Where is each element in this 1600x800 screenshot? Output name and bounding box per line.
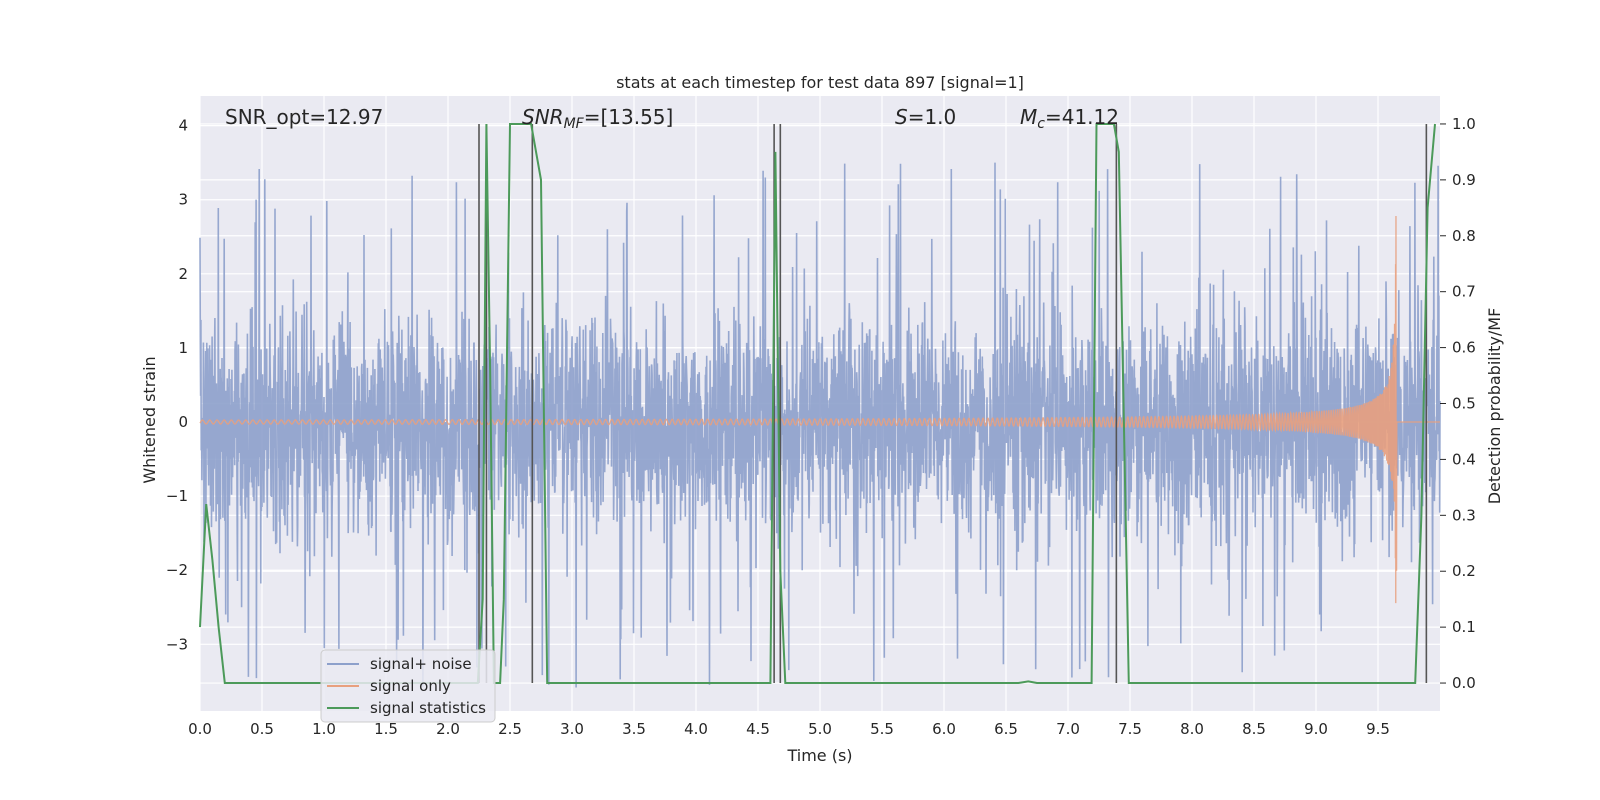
snr-mf-subscript: MF <box>564 116 585 132</box>
snr-mf-annotation: SNRMF=[13.55] <box>522 105 673 132</box>
x-tick-label: 3.0 <box>560 720 584 738</box>
y-tick-label: 4 <box>178 117 188 135</box>
signal-trace <box>199 215 1440 604</box>
y-right-tick-label: 0.7 <box>1452 283 1476 301</box>
x-tick-label: 8.0 <box>1180 720 1204 738</box>
legend-box <box>320 649 496 723</box>
x-tick-label: 2.0 <box>436 720 460 738</box>
s-symbol: S <box>895 105 908 129</box>
y-right-tick-label: 0.5 <box>1452 395 1476 413</box>
y-axis-right-ticks: 0.0 0.1 0.2 0.3 0.4 0.5 0.6 0.7 0.8 0.9 1.0 <box>1440 115 1476 692</box>
x-axis-label: Time (s) <box>786 746 852 765</box>
legend-label-signal: signal only <box>370 677 451 695</box>
y-right-tick-label: 1.0 <box>1452 115 1476 133</box>
y-axis-right-label: Detection probability/MF <box>1485 308 1504 505</box>
snr-mf-value: =[13.55] <box>584 105 674 129</box>
x-tick-label: 4.5 <box>746 720 770 738</box>
y-right-tick-label: 0.1 <box>1452 618 1476 636</box>
y-tick-label: −2 <box>166 561 188 579</box>
chart-title: stats at each timestep for test data 897… <box>616 73 1024 92</box>
x-axis-ticks: 0.0 0.5 1.0 1.5 2.0 2.5 3.0 3.5 4.0 4.5 5.0 5.5 6.0 6… <box>188 720 1390 738</box>
legend-label-statistics: signal statistics <box>370 699 486 717</box>
x-tick-label: 0.0 <box>188 720 212 738</box>
s-annotation: S=1.0 <box>895 105 956 129</box>
y-right-tick-label: 0.8 <box>1452 227 1476 245</box>
snr-opt-annotation: SNR_opt=12.97 <box>225 105 383 129</box>
x-tick-label: 5.5 <box>870 720 894 738</box>
legend-label-noise: signal+ noise <box>370 655 472 673</box>
noise-trace <box>199 162 1441 688</box>
snr-mf-symbol: SNR <box>522 105 564 129</box>
x-tick-label: 4.0 <box>684 720 708 738</box>
y-right-tick-label: 0.9 <box>1452 171 1476 189</box>
x-tick-label: 9.0 <box>1304 720 1328 738</box>
x-tick-label: 9.5 <box>1366 720 1390 738</box>
y-tick-label: −1 <box>166 487 188 505</box>
x-tick-label: 8.5 <box>1242 720 1266 738</box>
signal-noise-series <box>199 162 1441 688</box>
mc-value: =41.12 <box>1045 105 1119 129</box>
x-tick-label: 7.0 <box>1056 720 1080 738</box>
y-right-tick-label: 0.4 <box>1452 450 1476 468</box>
x-tick-label: 1.5 <box>374 720 398 738</box>
y-right-tick-label: 0.2 <box>1452 562 1476 580</box>
x-tick-label: 1.0 <box>312 720 336 738</box>
y-axis-ticks: −3 −2 −1 0 1 2 3 4 <box>166 117 188 654</box>
x-tick-label: 0.5 <box>250 720 274 738</box>
mc-symbol: M <box>1020 105 1037 129</box>
y-right-tick-label: 0.6 <box>1452 339 1476 357</box>
y-axis-label: Whitened strain <box>140 356 159 483</box>
y-tick-label: 2 <box>178 265 188 283</box>
s-value: =1.0 <box>908 105 957 129</box>
y-tick-label: 0 <box>178 413 188 431</box>
x-tick-label: 6.0 <box>932 720 956 738</box>
signal-only-series <box>199 215 1440 604</box>
y-tick-label: 3 <box>178 191 188 209</box>
x-tick-label: 6.5 <box>994 720 1018 738</box>
x-tick-label: 5.0 <box>808 720 832 738</box>
legend: signal+ noise signal only signal statist… <box>320 649 496 723</box>
mc-subscript: c <box>1037 116 1045 132</box>
y-right-tick-label: 0.3 <box>1452 506 1476 524</box>
mc-annotation: Mc=41.12 <box>1020 105 1119 132</box>
y-tick-label: −3 <box>166 635 188 653</box>
y-right-tick-label: 0.0 <box>1452 674 1476 692</box>
x-tick-label: 3.5 <box>622 720 646 738</box>
y-tick-label: 1 <box>178 339 188 357</box>
x-tick-label: 2.5 <box>498 720 522 738</box>
x-tick-label: 7.5 <box>1118 720 1142 738</box>
